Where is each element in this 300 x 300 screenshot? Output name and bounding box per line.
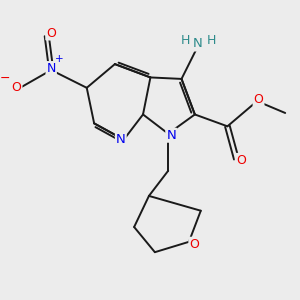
Text: −: −	[0, 72, 10, 86]
Text: O: O	[254, 93, 263, 106]
Text: N: N	[166, 129, 176, 142]
Text: N: N	[116, 133, 126, 146]
Text: N: N	[46, 62, 56, 75]
Text: O: O	[12, 81, 22, 94]
Text: H: H	[180, 34, 190, 47]
Text: N: N	[193, 38, 203, 50]
Text: O: O	[46, 26, 56, 40]
Text: O: O	[236, 154, 246, 167]
Text: +: +	[55, 54, 64, 64]
Text: O: O	[189, 238, 199, 251]
Text: H: H	[206, 34, 216, 47]
